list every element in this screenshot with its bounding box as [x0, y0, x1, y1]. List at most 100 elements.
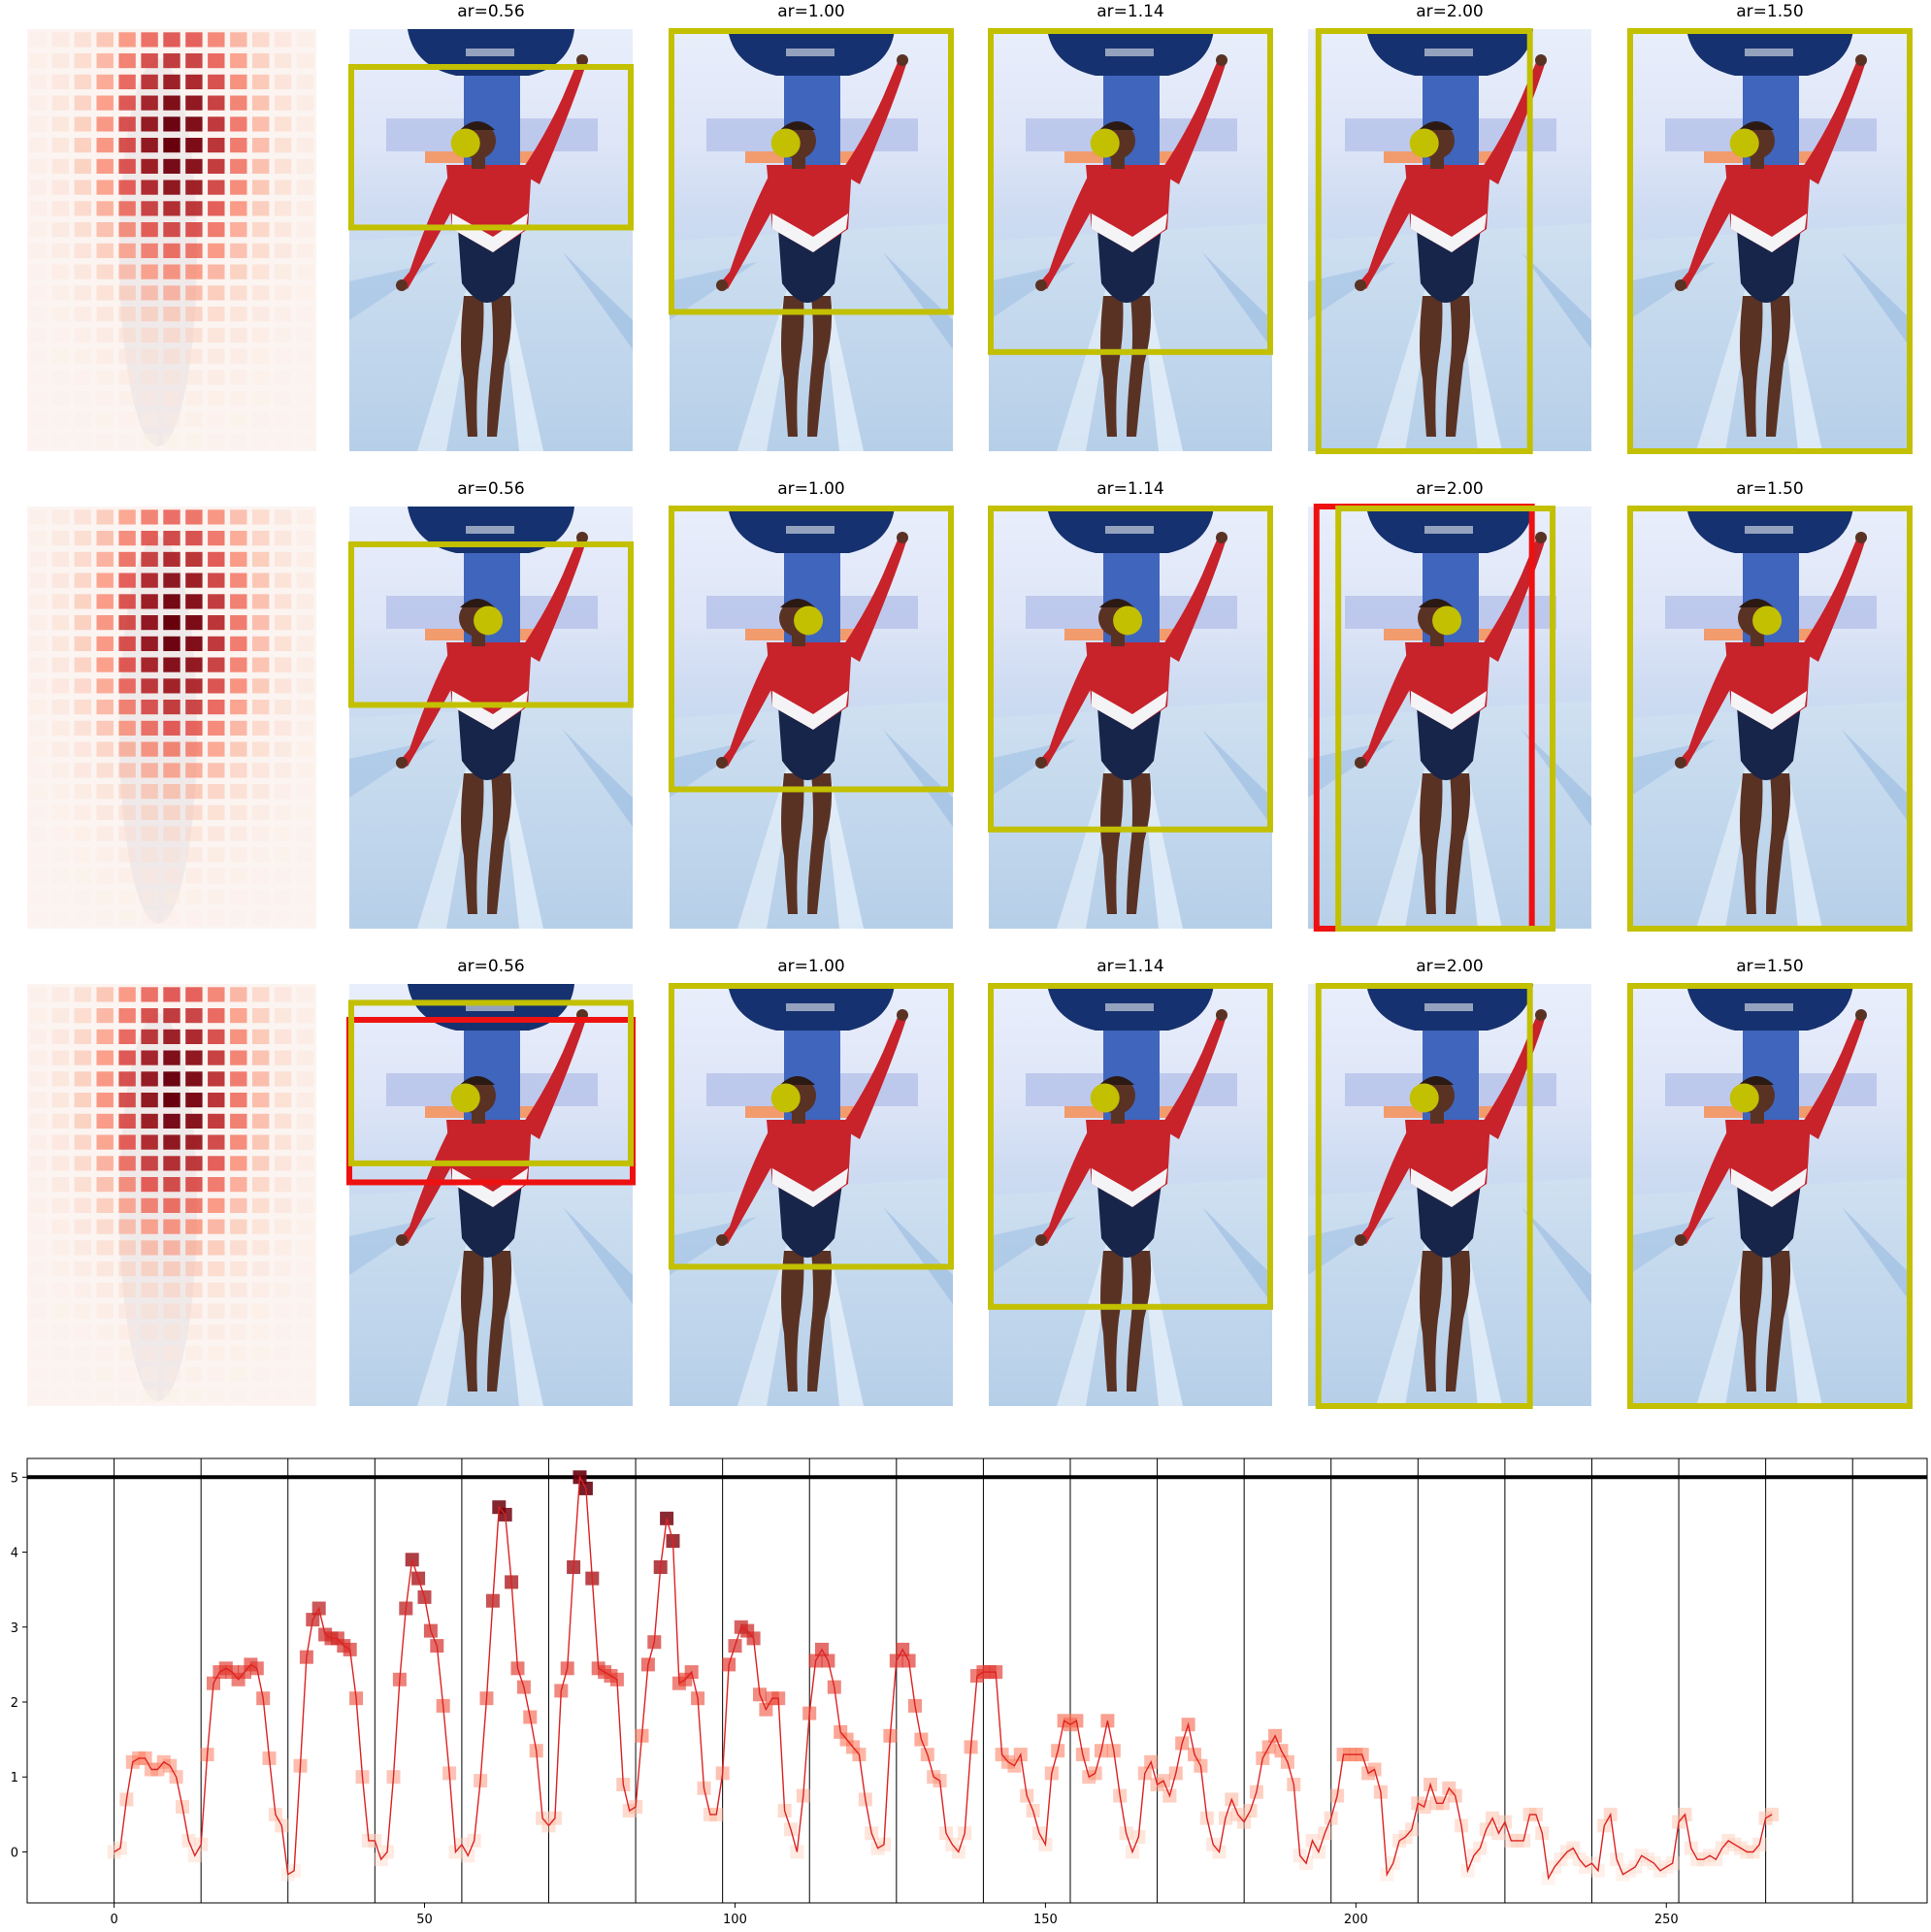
heatmap-cell [274, 201, 292, 216]
heatmap-cell [141, 1177, 158, 1193]
heatmap-cell [252, 741, 270, 757]
heatmap-cell [74, 1388, 91, 1403]
heatmap-cell [185, 657, 203, 672]
heatmap-cell [185, 1325, 203, 1340]
heatmap-cell [185, 1303, 203, 1319]
heatmap-cell [208, 201, 225, 216]
heatmap-cell [74, 847, 91, 863]
heatmap-cell [296, 180, 314, 195]
image-panel: ar=1.14 [988, 479, 1273, 929]
heatmap-cell [252, 1134, 270, 1150]
heatmap-cell [118, 509, 136, 525]
gymnast-photo [1628, 984, 1912, 1406]
gymnast-photo [989, 984, 1272, 1406]
heatmap-cell [141, 1325, 158, 1340]
heatmap-cell [208, 74, 225, 89]
heatmap-cell [208, 1261, 225, 1277]
heatmap-cell [74, 678, 91, 694]
heatmap-cell [51, 1346, 70, 1361]
heatmap-cell [141, 889, 158, 904]
heatmap-cell [274, 531, 292, 546]
heatmap-cell [29, 594, 48, 609]
heatmap-cell [96, 285, 114, 301]
heatmap-cell [208, 180, 225, 195]
heatmap-cell [296, 307, 314, 322]
heatmap-cell [51, 1219, 70, 1234]
heatmap-cell [29, 784, 48, 800]
heatmap-cell [74, 763, 91, 778]
heatmap-cell [230, 615, 247, 631]
heatmap-cell [230, 573, 247, 588]
heatmap-cell [51, 74, 70, 89]
heatmap-cell [274, 889, 292, 904]
heatmap-cell [296, 433, 314, 448]
heatmap-cell [252, 53, 270, 69]
heatmap-cell [29, 1071, 48, 1087]
heatmap-cell [252, 804, 270, 820]
heatmap-cell [230, 307, 247, 322]
heatmap-cell [141, 531, 158, 546]
heatmap-cell [29, 889, 48, 904]
heatmap-cell [51, 1197, 70, 1213]
gymnast-photo [1628, 507, 1912, 929]
heatmap-cell [163, 180, 180, 195]
heatmap-cell [163, 243, 180, 258]
heatmap-cell [274, 348, 292, 364]
heatmap-cell [185, 1261, 203, 1277]
heatmap-cell [96, 1240, 114, 1256]
heatmap-cell [252, 1113, 270, 1129]
heatmap-cell [118, 1134, 136, 1150]
heatmap-cell [274, 573, 292, 588]
heatmap-cell [51, 741, 70, 757]
heatmap-cell [51, 826, 70, 841]
heatmap-cell [296, 116, 314, 132]
heatmap-cell [96, 678, 114, 694]
heatmap-cell [29, 138, 48, 153]
heatmap-cell [118, 741, 136, 757]
heatmap-cell [185, 201, 203, 216]
heatmap-cell [163, 1093, 180, 1108]
heatmap-cell [141, 1071, 158, 1087]
heatmap-cell [185, 700, 203, 715]
panel-title: ar=1.14 [1096, 2, 1164, 21]
heatmap-cell [185, 285, 203, 301]
heatmap-cell [185, 370, 203, 385]
heatmap-cell [296, 1261, 314, 1277]
heatmap-cell [208, 348, 225, 364]
heatmap-cell [29, 1240, 48, 1256]
heatmap-cell [96, 987, 114, 1002]
heatmap-cell [118, 657, 136, 672]
heatmap-cell [163, 1029, 180, 1044]
heatmap-cell [252, 531, 270, 546]
heatmap-cell [185, 763, 203, 778]
heatmap-cell [208, 158, 225, 174]
heatmap-cell [274, 1050, 292, 1065]
heatmap-cell [141, 1156, 158, 1171]
heatmap-cell [274, 987, 292, 1002]
heatmap-cell [208, 531, 225, 546]
heatmap-cell [118, 53, 136, 69]
yellow-box [988, 983, 1273, 1310]
heatmap-cell [296, 138, 314, 153]
line-chart: 0 50 100 150 200 250 0 1 2 3 4 5 [11, 1457, 1928, 1927]
heatmap-cell [141, 243, 158, 258]
heatmap-cell [274, 95, 292, 111]
panel-title: ar=2.00 [1416, 479, 1484, 499]
heatmap-cell [296, 411, 314, 427]
heatmap-cell [185, 594, 203, 609]
heatmap-cell [141, 1303, 158, 1319]
gymnast-photo [349, 984, 633, 1406]
heatmap-cell [118, 307, 136, 322]
heatmap-cell [163, 74, 180, 89]
heatmap-cell [141, 804, 158, 820]
heatmap-cell [141, 784, 158, 800]
heatmap-cell [163, 391, 180, 407]
heatmap-cell [96, 138, 114, 153]
heatmap-cell [274, 594, 292, 609]
heatmap-cell [296, 1134, 314, 1150]
heatmap-cell [74, 1008, 91, 1024]
heatmap-cell [96, 307, 114, 322]
heatmap-cell [296, 53, 314, 69]
heatmap-cell [230, 1156, 247, 1171]
heatmap-cell [74, 391, 91, 407]
